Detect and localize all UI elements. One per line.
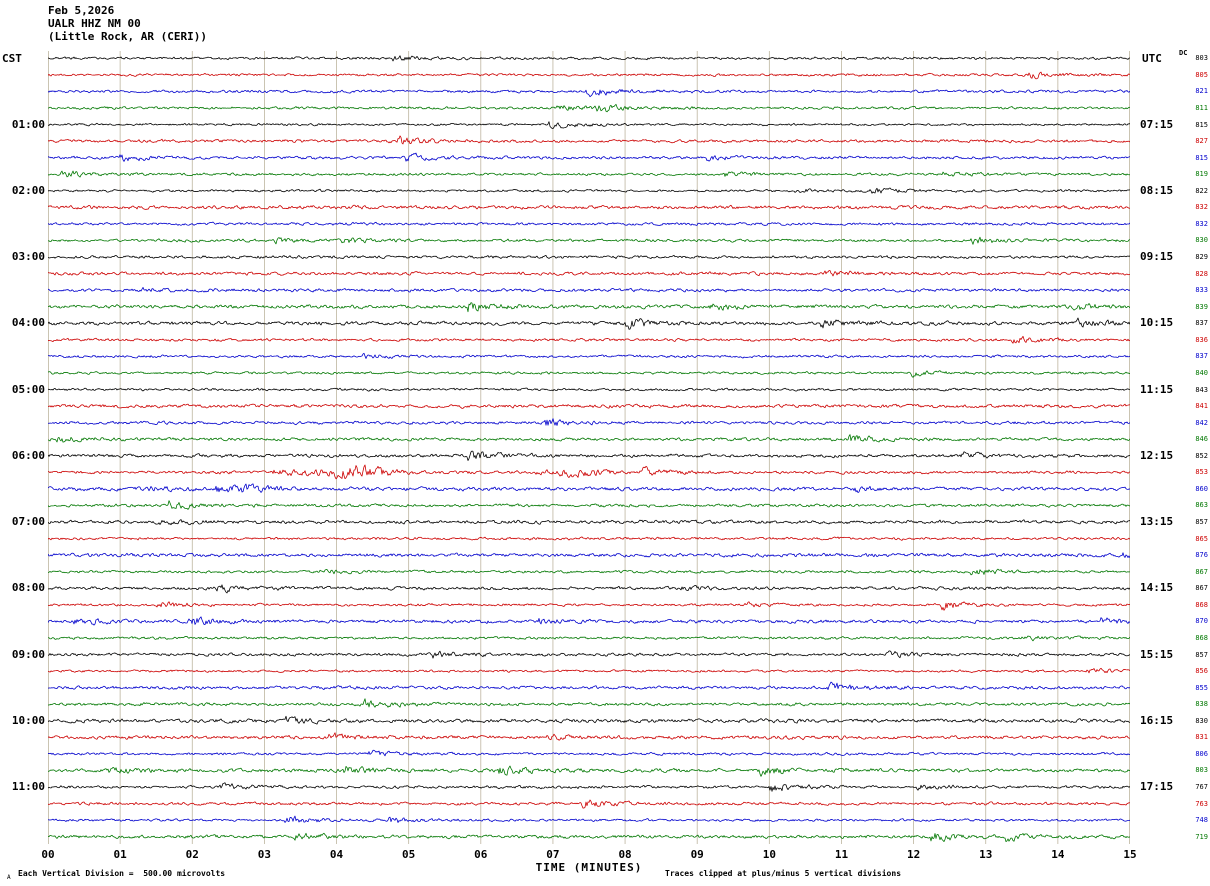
dc-value: 852 — [1195, 451, 1208, 460]
dc-value: 767 — [1195, 783, 1208, 792]
dc-value: 837 — [1195, 319, 1208, 328]
station-label: UALR HHZ NM 00 — [48, 17, 141, 30]
cst-time-label: 08:00 — [11, 581, 45, 595]
cst-time-label: 10:00 — [11, 713, 45, 727]
dc-value: 828 — [1195, 269, 1208, 278]
right-timezone-label: UTC — [1142, 52, 1162, 65]
x-tick-label: 00 — [41, 848, 55, 861]
dc-value: 821 — [1195, 87, 1208, 96]
dc-value: 867 — [1195, 567, 1208, 576]
x-tick-label: 06 — [474, 848, 488, 861]
dc-value: 833 — [1195, 286, 1208, 295]
dc-value: 830 — [1195, 716, 1208, 725]
utc-time-label: 12:15 — [1140, 448, 1174, 462]
x-tick-label: 10 — [762, 848, 776, 861]
dc-value: 867 — [1195, 584, 1208, 593]
seismogram-canvas — [48, 50, 1130, 845]
cst-time-label: 02:00 — [11, 183, 45, 197]
dc-value: 868 — [1195, 633, 1208, 642]
utc-time-label: 10:15 — [1140, 316, 1174, 330]
dc-value: 819 — [1195, 170, 1208, 179]
dc-value: 865 — [1195, 534, 1208, 543]
cst-time-label: 03:00 — [11, 250, 45, 264]
dc-value: 822 — [1195, 186, 1208, 195]
x-tick-label: 11 — [834, 848, 849, 861]
dc-value: 857 — [1195, 650, 1208, 659]
dc-value: 719 — [1195, 832, 1208, 841]
left-timezone-label: CST — [2, 52, 22, 65]
dc-value: 856 — [1195, 667, 1208, 676]
utc-time-label: 11:15 — [1140, 382, 1174, 396]
dc-value: 838 — [1195, 700, 1208, 709]
dc-value: 827 — [1195, 137, 1208, 146]
dc-value: 832 — [1195, 203, 1208, 212]
utc-time-label: 13:15 — [1140, 515, 1174, 529]
cst-time-label: 09:00 — [11, 647, 45, 661]
dc-column-label: DC — [1179, 49, 1188, 57]
utc-time-label: 08:15 — [1140, 183, 1174, 197]
location-label: (Little Rock, AR (CERI)) — [48, 30, 207, 43]
x-tick-label: 01 — [113, 848, 127, 861]
cst-time-label: 04:00 — [11, 316, 45, 330]
dc-value: 803 — [1195, 54, 1208, 63]
dc-value: 876 — [1195, 551, 1208, 560]
dc-value: 853 — [1195, 468, 1208, 477]
utc-time-label: 15:15 — [1140, 647, 1174, 661]
x-tick-label: 12 — [906, 848, 921, 861]
dc-value: 811 — [1195, 103, 1208, 112]
cst-time-label: 06:00 — [11, 448, 45, 462]
utc-time-label: 14:15 — [1140, 581, 1174, 595]
x-tick-label: 13 — [979, 848, 993, 861]
utc-time-label: 16:15 — [1140, 713, 1174, 727]
dc-value: 863 — [1195, 501, 1208, 510]
dc-value: 860 — [1195, 484, 1208, 493]
dc-value: 829 — [1195, 253, 1208, 262]
cst-time-label: 05:00 — [11, 382, 45, 396]
dc-value: 803 — [1195, 766, 1208, 775]
dc-value: 870 — [1195, 617, 1208, 626]
utc-time-label: 07:15 — [1140, 117, 1174, 131]
dc-value: 831 — [1195, 733, 1208, 742]
dc-value: 748 — [1195, 816, 1208, 825]
x-axis-title: TIME (MINUTES) — [535, 861, 643, 874]
clip-note: Traces clipped at plus/minus 5 vertical … — [665, 869, 902, 878]
dc-value: 855 — [1195, 683, 1208, 692]
corner-mark: A — [7, 874, 11, 881]
dc-value: 806 — [1195, 749, 1208, 758]
cst-time-label: 11:00 — [11, 780, 45, 794]
x-tick-label: 04 — [329, 848, 344, 861]
dc-value: 837 — [1195, 352, 1208, 361]
x-tick-label: 02 — [185, 848, 199, 861]
utc-time-label: 17:15 — [1140, 780, 1174, 794]
x-tick-label: 07 — [546, 848, 560, 861]
x-tick-label: 03 — [257, 848, 272, 861]
utc-time-label: 09:15 — [1140, 250, 1174, 264]
x-tick-label: 14 — [1051, 848, 1065, 861]
dc-value: 832 — [1195, 219, 1208, 228]
dc-value: 840 — [1195, 368, 1208, 377]
dc-value: 836 — [1195, 335, 1208, 344]
cst-time-label: 07:00 — [11, 515, 45, 529]
dc-value: 868 — [1195, 600, 1208, 609]
dc-value: 841 — [1195, 402, 1208, 411]
scale-note: Each Vertical Division = 500.00 microvol… — [18, 869, 226, 878]
date-label: Feb 5,2026 — [48, 4, 115, 17]
cst-time-label: 01:00 — [11, 117, 45, 131]
dc-value: 839 — [1195, 302, 1208, 311]
dc-value: 815 — [1195, 153, 1208, 162]
x-tick-label: 15 — [1123, 848, 1137, 861]
dc-value: 843 — [1195, 385, 1208, 394]
dc-value: 830 — [1195, 236, 1208, 245]
x-tick-label: 09 — [690, 848, 704, 861]
dc-value: 846 — [1195, 435, 1208, 444]
dc-value: 815 — [1195, 120, 1208, 129]
dc-value: 763 — [1195, 799, 1208, 808]
x-tick-label: 05 — [402, 848, 416, 861]
dc-value: 842 — [1195, 418, 1208, 427]
dc-value: 805 — [1195, 70, 1208, 79]
dc-value: 857 — [1195, 518, 1208, 527]
x-tick-label: 08 — [618, 848, 632, 861]
